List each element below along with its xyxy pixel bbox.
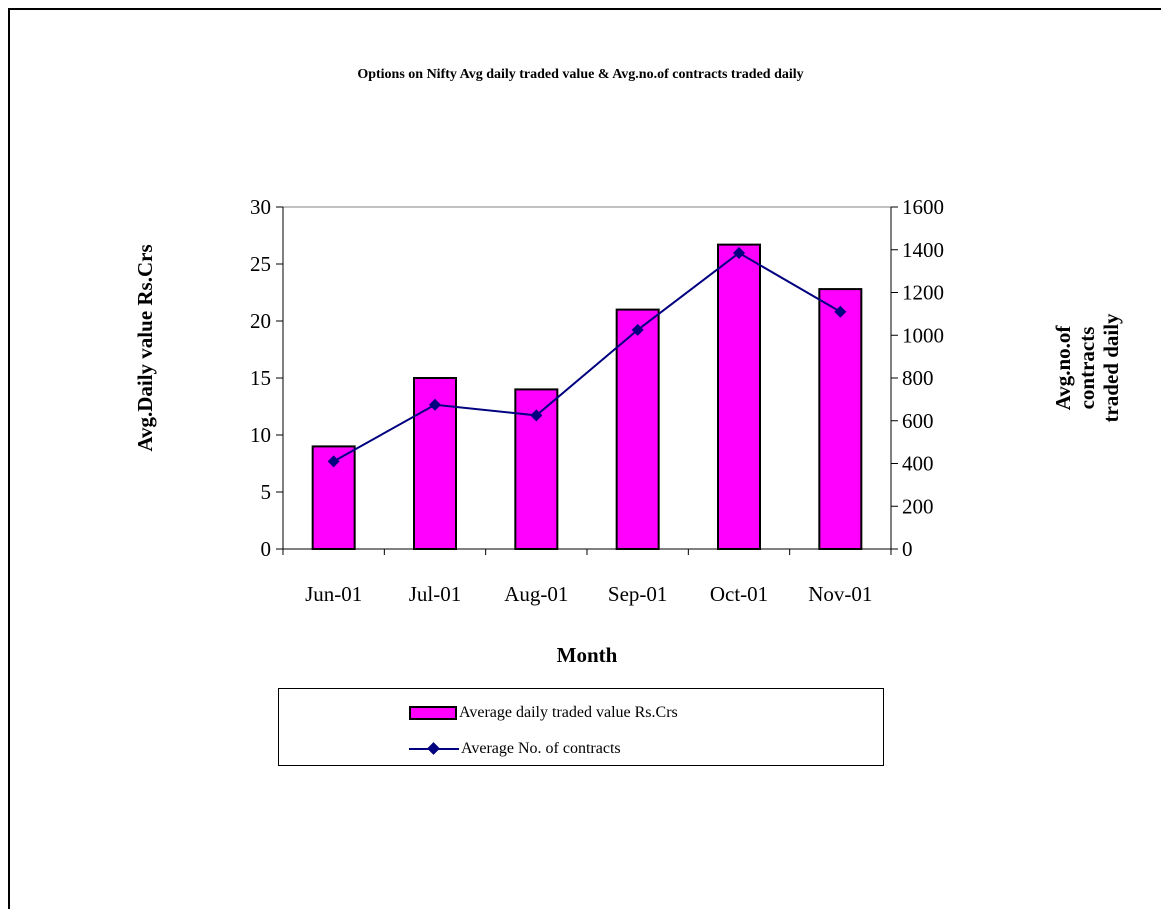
y-left-tick-label: 5 (261, 480, 272, 504)
legend-item-bars: Average daily traded value Rs.Crs (409, 701, 678, 725)
x-tick-label: Aug-01 (504, 582, 568, 606)
x-tick-label: Jun-01 (305, 582, 362, 606)
chart-frame (8, 8, 1161, 909)
line-point-Jun-01 (327, 455, 340, 468)
y-right-axis-title-line: Avg.no.of (1051, 325, 1075, 411)
y-right-tick-label: 0 (902, 537, 913, 561)
y-right-tick-label: 800 (902, 366, 934, 390)
y-left-tick-label: 10 (250, 423, 271, 447)
x-tick-label: Sep-01 (608, 582, 668, 606)
y-right-tick-label: 1200 (902, 281, 944, 305)
y-left-tick-label: 30 (250, 195, 271, 219)
y-left-tick-label: 15 (250, 366, 271, 390)
line-series (333, 251, 841, 463)
bar-Nov-01 (818, 288, 863, 550)
y-left-tick-label: 0 (261, 537, 272, 561)
chart-title: Options on Nifty Avg daily traded value … (357, 67, 804, 82)
line-point-Jul-01 (429, 398, 441, 411)
bar-Sep-01 (615, 308, 660, 550)
y-right-tick-label: 1400 (902, 238, 944, 262)
y-right-tick-label: 200 (902, 494, 934, 518)
y-left-tick-label: 25 (250, 252, 271, 276)
legend-label-bars: Average daily traded value Rs.Crs (459, 704, 678, 721)
y-right-tick-label: 600 (902, 409, 934, 433)
legend: Average daily traded value Rs.Crs Averag… (278, 688, 884, 766)
y-right-axis-title-line: contracts (1075, 327, 1099, 410)
legend-label-line: Average No. of contracts (461, 740, 621, 757)
line-point-Nov-01 (834, 305, 847, 318)
y-right-tick-label: 400 (902, 452, 934, 476)
line-point-Aug-01 (530, 409, 543, 422)
y-right-axis-title-line: traded daily (1099, 313, 1123, 423)
line-point-Oct-01 (733, 246, 745, 259)
x-tick-label: Oct-01 (710, 582, 768, 606)
legend-item-line: Average No. of contracts (409, 737, 621, 761)
line-point-Sep-01 (631, 323, 644, 336)
x-tick-label: Nov-01 (808, 582, 872, 606)
y-right-axis-title: Avg.no.ofcontractstraded daily (1051, 313, 1123, 423)
legend-line-swatch (409, 742, 459, 756)
legend-bar-swatch (409, 706, 457, 720)
x-tick-label: Jul-01 (409, 582, 462, 606)
y-right-tick-label: 1000 (902, 323, 944, 347)
y-right-tick-label: 1600 (902, 195, 944, 219)
bar-Oct-01 (717, 243, 761, 550)
y-left-axis-title: Avg.Daily value Rs.Crs (133, 244, 157, 451)
x-axis-title: Month (557, 643, 618, 667)
y-left-tick-label: 20 (250, 309, 271, 333)
